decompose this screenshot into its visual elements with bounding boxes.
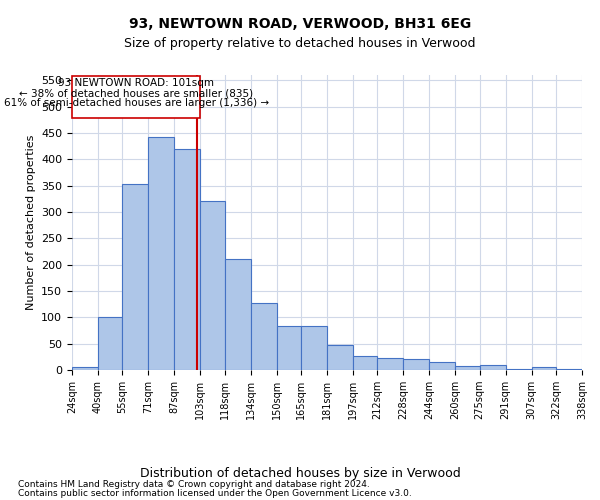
Text: Contains public sector information licensed under the Open Government Licence v3: Contains public sector information licen… xyxy=(18,489,412,498)
Bar xyxy=(506,369,532,370)
Bar xyxy=(327,344,353,370)
Bar xyxy=(72,76,200,118)
Bar xyxy=(277,326,301,370)
Text: ← 38% of detached houses are smaller (835): ← 38% of detached houses are smaller (83… xyxy=(19,88,253,99)
Bar xyxy=(403,360,430,370)
Y-axis label: Number of detached properties: Number of detached properties xyxy=(26,135,35,310)
Bar xyxy=(200,202,224,370)
Text: 93 NEWTOWN ROAD: 101sqm: 93 NEWTOWN ROAD: 101sqm xyxy=(58,78,214,88)
Text: Size of property relative to detached houses in Verwood: Size of property relative to detached ho… xyxy=(124,38,476,51)
Bar xyxy=(98,318,122,370)
Bar xyxy=(430,362,455,370)
Bar xyxy=(148,136,175,370)
Bar xyxy=(455,366,479,370)
Text: 61% of semi-detached houses are larger (1,336) →: 61% of semi-detached houses are larger (… xyxy=(4,98,269,108)
Text: Distribution of detached houses by size in Verwood: Distribution of detached houses by size … xyxy=(140,467,460,480)
Bar xyxy=(556,369,582,370)
Bar xyxy=(377,358,403,370)
Bar xyxy=(532,368,556,370)
Bar xyxy=(72,368,98,370)
Bar xyxy=(301,326,327,370)
Bar xyxy=(251,303,277,370)
Bar xyxy=(224,260,251,370)
Bar xyxy=(353,356,377,370)
Bar xyxy=(479,364,506,370)
Text: Contains HM Land Registry data © Crown copyright and database right 2024.: Contains HM Land Registry data © Crown c… xyxy=(18,480,370,489)
Bar xyxy=(175,149,200,370)
Bar xyxy=(122,184,148,370)
Text: 93, NEWTOWN ROAD, VERWOOD, BH31 6EG: 93, NEWTOWN ROAD, VERWOOD, BH31 6EG xyxy=(129,18,471,32)
